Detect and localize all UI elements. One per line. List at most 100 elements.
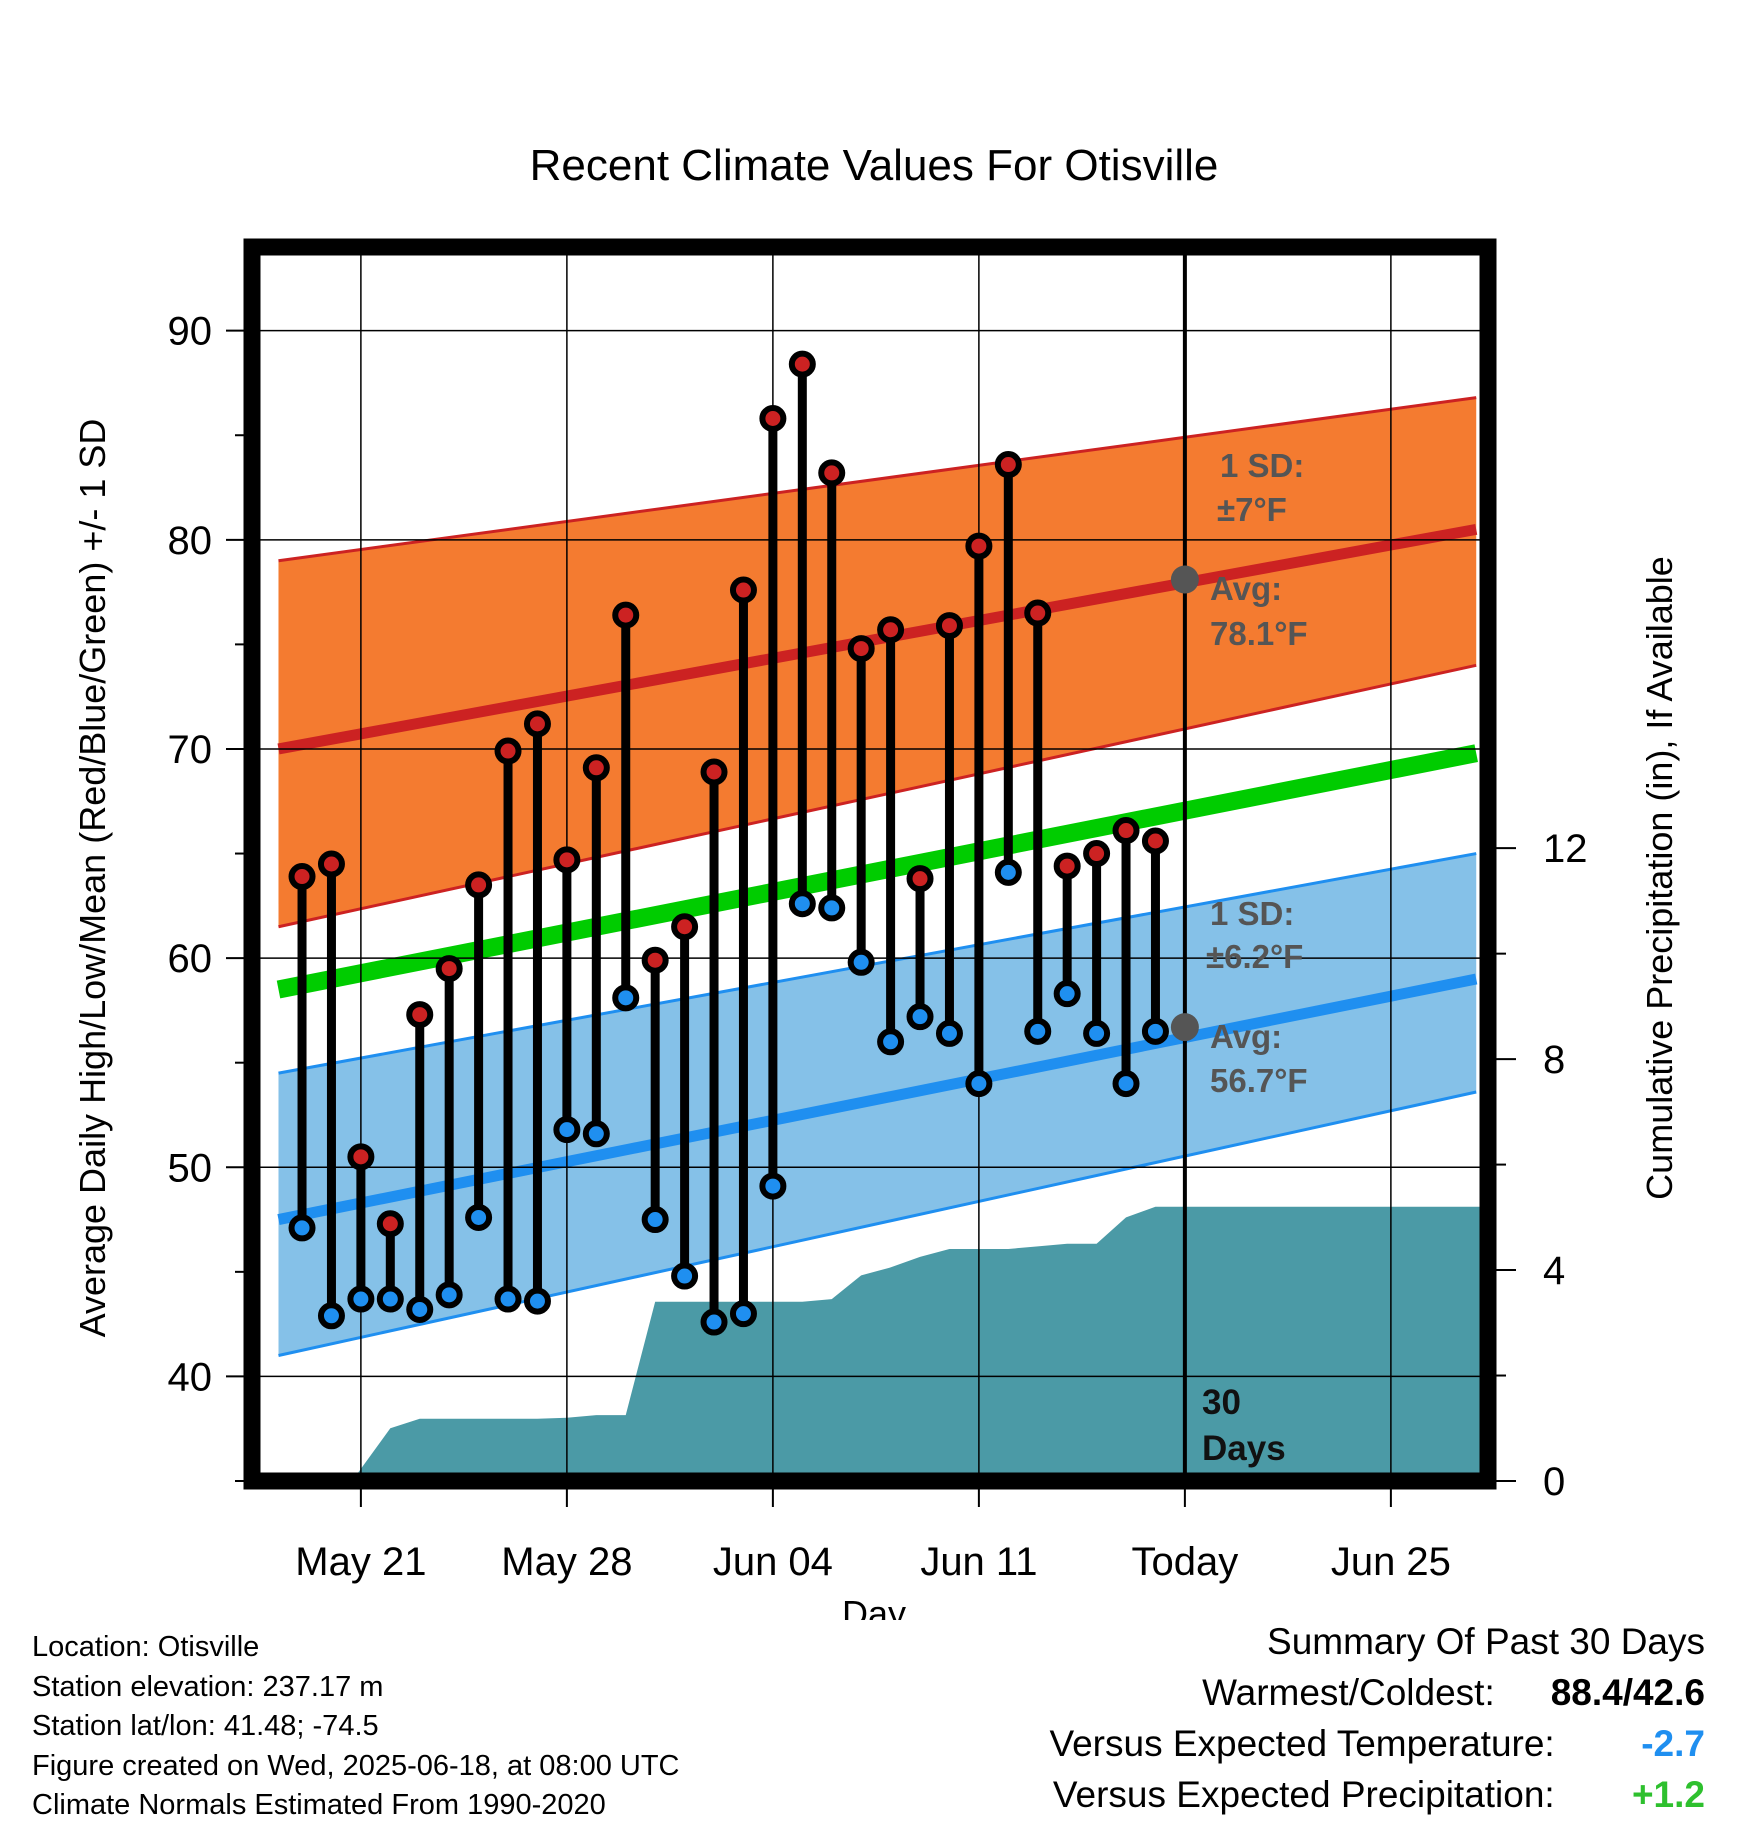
high-point xyxy=(1112,817,1140,845)
high-point xyxy=(465,871,493,899)
high-normal-line xyxy=(277,523,1478,755)
x-tick-label: May 28 xyxy=(501,1540,632,1584)
high-point xyxy=(847,635,875,663)
low-point xyxy=(612,984,640,1012)
high-sd-label: 1 SD: xyxy=(1220,447,1304,484)
high-point xyxy=(788,350,816,378)
high-point xyxy=(700,758,728,786)
high-point xyxy=(759,405,787,433)
y-axis-label-right: Cumulative Precipitation (in), If Availa… xyxy=(1639,556,1680,1200)
figure-created: Figure created on Wed, 2025-06-18, at 08… xyxy=(32,1749,680,1782)
precip-versus-label: Versus Expected Precipitation: xyxy=(1052,1774,1555,1815)
y-axis-label-left: Average Daily High/Low/Mean (Red/Blue/Gr… xyxy=(72,419,113,1338)
high-point xyxy=(582,754,610,782)
high-sd-band-upper-edge xyxy=(278,396,1477,563)
station-location: Location: Otisville xyxy=(32,1631,260,1663)
low-point xyxy=(494,1285,522,1313)
warmest-coldest-label: Warmest/Coldest: xyxy=(1202,1672,1495,1713)
low-point xyxy=(553,1116,581,1144)
low-point xyxy=(435,1281,463,1309)
low-point xyxy=(1083,1019,1111,1047)
high-point xyxy=(1053,852,1081,880)
high-point xyxy=(612,601,640,629)
y2-tick-label: 0 xyxy=(1543,1460,1565,1504)
y2-tick-label: 12 xyxy=(1543,827,1588,871)
left-y-axis: 40 50 60 70 80 90 xyxy=(168,310,244,1482)
y-tick-label: 90 xyxy=(168,310,213,354)
high-point xyxy=(641,946,669,974)
high-point xyxy=(288,863,316,891)
temp-versus-label: Versus Expected Temperature: xyxy=(1049,1723,1555,1764)
high-point xyxy=(376,1210,404,1238)
y-tick-label: 50 xyxy=(168,1146,213,1190)
low-point xyxy=(1053,980,1081,1008)
x-tick-label: Jun 04 xyxy=(713,1540,833,1584)
high-point xyxy=(317,850,345,878)
chart-title: Recent Climate Values For Otisville xyxy=(530,141,1219,190)
summary-temperature: Versus Expected Temperature: -2.7 xyxy=(1049,1718,1705,1769)
low-avg-label: Avg: xyxy=(1210,1018,1282,1055)
station-info: Location: Otisville Station elevation: 2… xyxy=(32,1628,680,1826)
high-point xyxy=(553,846,581,874)
low-point xyxy=(465,1203,493,1231)
warmest-coldest-value: 88.4/42.6 xyxy=(1550,1672,1705,1713)
high-point xyxy=(1083,840,1111,868)
summary-warmest-coldest: Warmest/Coldest: 88.4/42.6 xyxy=(1049,1667,1705,1718)
high-point xyxy=(818,459,846,487)
high-sd-band xyxy=(278,397,1477,927)
y-tick-label: 80 xyxy=(168,519,213,563)
low-point xyxy=(994,858,1022,886)
low-point xyxy=(877,1028,905,1056)
right-y-axis: 0 4 8 12 xyxy=(1496,827,1588,1504)
low-avg-value: 56.7°F xyxy=(1210,1062,1308,1099)
low-sd-label: 1 SD: xyxy=(1210,895,1294,932)
low-point xyxy=(1112,1070,1140,1098)
low-point xyxy=(288,1214,316,1242)
low-point xyxy=(906,1003,934,1031)
climate-chart: Recent Climate Values For Otisville 40 50… xyxy=(72,141,1680,1620)
x-tick-label: Jun 25 xyxy=(1331,1540,1451,1584)
summary-panel: Summary Of Past 30 Days Warmest/Coldest:… xyxy=(1049,1616,1705,1820)
low-point xyxy=(729,1300,757,1328)
x-axis: May 21 May 28 Jun 04 Jun 11 Today Jun 25 xyxy=(295,1489,1451,1584)
low-point xyxy=(582,1120,610,1148)
low-point xyxy=(935,1019,963,1047)
summary-precipitation: Versus Expected Precipitation: +1.2 xyxy=(1049,1769,1705,1820)
high-point xyxy=(965,532,993,560)
station-elevation: Station elevation: 237.17 m xyxy=(32,1670,384,1703)
low-point xyxy=(671,1262,699,1290)
today-avg-high-marker xyxy=(1170,565,1199,594)
low-point xyxy=(700,1308,728,1336)
high-point xyxy=(406,1001,434,1029)
days-word: Days xyxy=(1202,1429,1286,1468)
low-point xyxy=(1141,1017,1169,1045)
low-point xyxy=(759,1172,787,1200)
high-point xyxy=(994,451,1022,479)
x-axis-label: Day xyxy=(842,1593,906,1620)
daily-stems xyxy=(297,364,1160,1323)
today-avg-low-marker xyxy=(1170,1013,1199,1042)
x-tick-label: Today xyxy=(1132,1540,1239,1584)
precipitation-area xyxy=(352,1206,1488,1481)
low-point xyxy=(406,1295,434,1323)
temp-versus-value: -2.7 xyxy=(1641,1723,1705,1764)
climate-normals-period: Climate Normals Estimated From 1990-2020 xyxy=(32,1789,606,1822)
y-tick-label: 40 xyxy=(168,1355,213,1399)
low-sd-band-lower-edge xyxy=(278,1090,1477,1357)
summary-heading: Summary Of Past 30 Days xyxy=(1267,1621,1705,1662)
plot-frame xyxy=(243,238,1497,1490)
high-point xyxy=(1141,827,1169,855)
station-latlon: Station lat/lon: 41.48; -74.5 xyxy=(32,1710,379,1743)
days-count: 30 xyxy=(1202,1383,1241,1422)
plot-area xyxy=(252,247,1488,1481)
low-point xyxy=(523,1287,551,1315)
high-point xyxy=(877,616,905,644)
low-point xyxy=(788,890,816,918)
low-point xyxy=(847,948,875,976)
high-point xyxy=(1024,599,1052,627)
high-sd-value: ±7°F xyxy=(1217,491,1287,528)
low-sd-value: ±6.2°F xyxy=(1206,938,1303,975)
high-point xyxy=(906,865,934,893)
x-tick-label: May 21 xyxy=(295,1540,426,1584)
low-point xyxy=(1024,1017,1052,1045)
